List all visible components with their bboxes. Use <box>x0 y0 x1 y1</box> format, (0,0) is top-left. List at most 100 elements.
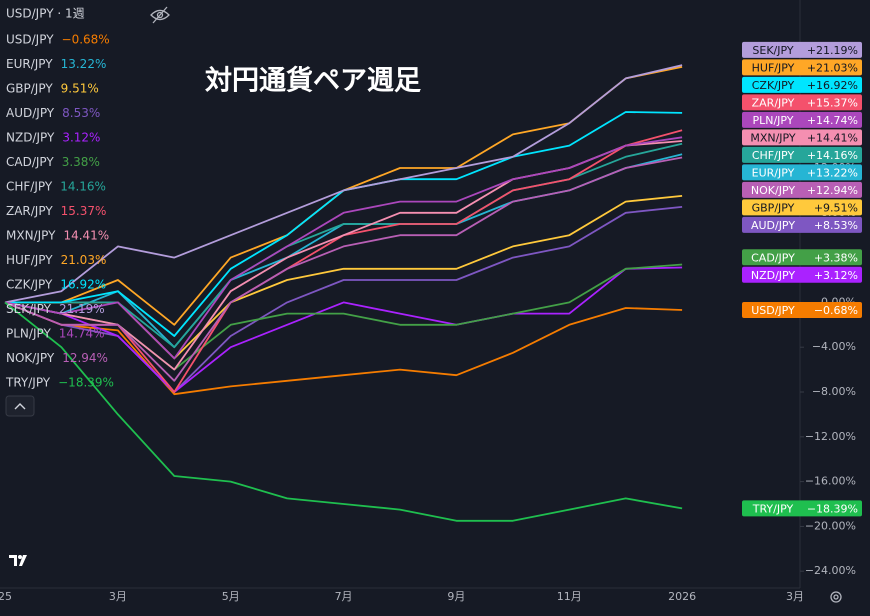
price-tag <box>742 41 862 58</box>
x-tick-label: 5月 <box>222 590 240 603</box>
visibility-icon[interactable] <box>150 6 170 24</box>
series-line <box>4 64 683 304</box>
legend-value: 8.53% <box>62 106 100 120</box>
x-tick-label: 2026 <box>668 590 696 603</box>
legend-value: −0.68% <box>62 33 110 47</box>
price-tag <box>742 76 862 93</box>
price-tag-value: −18.39% <box>807 502 858 515</box>
price-tag <box>742 129 862 146</box>
legend-value: 15.37% <box>61 204 107 218</box>
legend-name: TRY/JPY <box>5 376 51 390</box>
y-tick-label: −8.00% <box>812 385 856 398</box>
price-tag <box>742 59 862 76</box>
legend-value: 3.12% <box>62 131 100 145</box>
price-tag <box>742 164 862 181</box>
legend-name: PLN/JPY <box>6 327 51 341</box>
price-tag-value: +21.19% <box>807 44 858 57</box>
price-tag-value: +14.41% <box>807 131 858 144</box>
legend-value: 3.38% <box>62 155 100 169</box>
price-tag <box>742 146 862 163</box>
legend-name: CAD/JPY <box>6 155 54 169</box>
legend-value: 21.19% <box>59 302 105 316</box>
price-tag-name: ZAR/JPY <box>752 96 795 109</box>
price-tag-value: +9.51% <box>814 201 858 214</box>
price-tag-value: +3.12% <box>814 269 858 282</box>
chart-title: 対円通貨ペア週足 <box>205 65 421 97</box>
price-tag-value: −0.68% <box>814 304 858 317</box>
price-tag-value: +13.22% <box>807 166 858 179</box>
legend-value: −18.39% <box>58 376 114 390</box>
legend-name: MXN/JPY <box>6 229 56 243</box>
legend-value: 21.03% <box>61 253 107 267</box>
legend-value: 12.94% <box>62 351 108 365</box>
price-tag-value: +3.38% <box>814 251 858 264</box>
legend-name: GBP/JPY <box>6 82 53 96</box>
legend-name: SEK/JPY <box>6 302 52 316</box>
legend-name: USD/JPY <box>6 33 54 47</box>
series-line <box>4 136 683 360</box>
price-tag <box>742 249 862 266</box>
price-tag-value: +21.03% <box>807 61 858 74</box>
symbol-header: USD/JPY · 1週 <box>6 7 85 21</box>
x-tick-label: 25 <box>0 590 12 603</box>
price-tag-value: +14.16% <box>807 149 858 162</box>
legend-value: 14.74% <box>59 327 105 341</box>
price-tag <box>742 266 862 283</box>
legend-name: CZK/JPY <box>6 278 53 292</box>
price-tag <box>742 302 862 319</box>
legend-name: CHF/JPY <box>6 180 53 194</box>
settings-icon[interactable] <box>830 591 842 603</box>
x-tick-label: 11月 <box>557 590 582 603</box>
price-tag <box>742 216 862 233</box>
legend-value: 16.92% <box>60 278 106 292</box>
price-tag-name: EUR/JPY <box>752 166 795 179</box>
y-tick-label: −12.00% <box>805 430 856 443</box>
y-tick-label: −16.00% <box>805 475 856 488</box>
x-tick-label: 3月 <box>786 590 804 603</box>
y-tick-label: −24.00% <box>805 564 856 577</box>
legend-name: ZAR/JPY <box>6 204 53 218</box>
series-line <box>4 301 683 396</box>
y-tick-label: −20.00% <box>805 519 856 532</box>
price-tag <box>742 500 862 517</box>
series-line <box>4 156 683 382</box>
price-tag-name: PLN/JPY <box>752 114 793 127</box>
price-tag-name: AUD/JPY <box>751 219 795 232</box>
legend-name: NOK/JPY <box>6 351 55 365</box>
price-tag-name: SEK/JPY <box>752 44 793 57</box>
price-tag-value: +16.92% <box>807 79 858 92</box>
legend-value: 14.16% <box>60 180 106 194</box>
price-tag-name: CAD/JPY <box>751 251 795 264</box>
y-tick-label: −4.00% <box>812 340 856 353</box>
legend-value: 14.41% <box>63 229 109 243</box>
price-tag-name: TRY/JPY <box>752 502 794 515</box>
series-line <box>4 301 683 522</box>
legend-name: NZD/JPY <box>6 131 55 145</box>
x-tick-label: 9月 <box>447 590 465 603</box>
price-tag-name: NOK/JPY <box>751 184 795 197</box>
legend-name: HUF/JPY <box>6 253 53 267</box>
legend-value: 13.22% <box>61 57 107 71</box>
series-line <box>4 266 683 393</box>
price-tag-value: +15.37% <box>807 96 858 109</box>
price-tag <box>742 199 862 216</box>
collapse-button[interactable] <box>5 395 35 417</box>
legend-name: AUD/JPY <box>6 106 55 120</box>
price-tag-value: +12.94% <box>807 184 858 197</box>
price-tag <box>742 94 862 111</box>
price-tag-name: GBP/JPY <box>752 201 795 214</box>
price-tag-name: HUF/JPY <box>752 61 795 74</box>
price-tag-name: CHF/JPY <box>752 149 795 162</box>
legend-value: 9.51% <box>61 82 99 96</box>
price-tag-name: USD/JPY <box>751 304 795 317</box>
x-tick-label: 3月 <box>109 590 127 603</box>
price-tag <box>742 111 862 128</box>
x-tick-label: 7月 <box>335 590 353 603</box>
logo[interactable] <box>6 548 32 570</box>
price-tag-value: +14.74% <box>807 114 858 127</box>
legend-name: EUR/JPY <box>6 57 53 71</box>
price-tag <box>742 181 862 198</box>
price-tag-value: +8.53% <box>814 219 858 232</box>
